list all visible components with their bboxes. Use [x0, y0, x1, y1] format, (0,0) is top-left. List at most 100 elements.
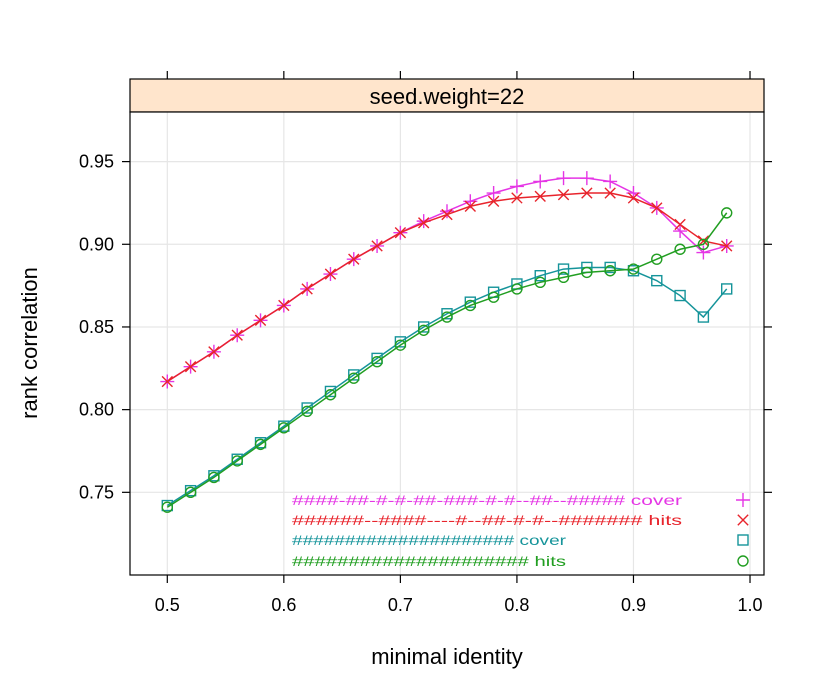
data-point — [441, 311, 453, 323]
data-point — [324, 268, 337, 280]
data-point — [509, 179, 524, 194]
data-point — [533, 174, 548, 189]
legend-label: ##################### hits — [292, 553, 566, 569]
data-point — [581, 187, 593, 199]
data-point — [464, 296, 477, 308]
data-point — [301, 283, 313, 295]
data-point — [278, 422, 290, 434]
data-point — [487, 195, 500, 207]
data-point — [696, 245, 711, 260]
data-point — [604, 187, 616, 199]
data-point — [674, 218, 686, 231]
data-point — [581, 266, 593, 279]
data-point — [348, 253, 360, 265]
data-point — [534, 270, 546, 282]
data-point — [464, 299, 477, 312]
data-point — [697, 238, 710, 250]
x-tick-label: 0.7 — [388, 595, 413, 615]
data-point — [417, 217, 430, 229]
data-point — [371, 240, 383, 252]
axis-ticks: 0.5 0.6 0.7 0.8 0.9 1.0 0.75 0.80 0.85 0.90 0.95 — [79, 71, 772, 615]
data-point — [254, 438, 267, 451]
y-axis-title: rank correlation — [17, 267, 42, 419]
x-tick-label: 0.8 — [504, 595, 529, 615]
data-point — [674, 243, 686, 255]
panel-strip — [129, 78, 765, 113]
series-3 — [161, 207, 733, 513]
plot-frame — [129, 111, 765, 576]
data-point — [324, 389, 337, 401]
legend-label: ##################### cover — [292, 532, 566, 548]
data-point — [697, 311, 710, 323]
plot-panel — [130, 112, 764, 575]
data-point — [161, 501, 173, 513]
data-point — [184, 486, 197, 499]
data-point — [231, 329, 243, 341]
legend: ####-##-#-#-##-###-#-#--##--##### cover #… — [292, 492, 750, 569]
data-point — [627, 263, 640, 275]
x-tick-label: 0.6 — [271, 595, 296, 615]
data-point — [534, 276, 546, 289]
legend-label: ####-##-#-#-##-###-#-#--##--##### cover — [292, 492, 683, 508]
series-line — [166, 266, 728, 507]
series-line — [166, 212, 728, 508]
data-point — [511, 192, 523, 204]
y-tick-label: 0.95 — [79, 152, 114, 172]
data-point — [208, 471, 220, 484]
series-layer — [160, 171, 734, 513]
data-point — [603, 174, 618, 189]
data-point — [557, 188, 570, 201]
data-point — [604, 265, 616, 277]
data-point — [487, 291, 500, 303]
data-point — [557, 271, 570, 284]
data-point — [394, 227, 407, 239]
x-tick-label: 0.9 — [621, 595, 646, 615]
legend-label: ######--####----#--##-#-#--####### hits — [292, 512, 682, 528]
y-tick-label: 0.75 — [79, 482, 114, 502]
data-point — [511, 283, 523, 295]
data-point — [231, 455, 243, 467]
data-point — [486, 186, 501, 201]
data-point — [301, 405, 313, 417]
data-point — [651, 202, 663, 214]
data-point — [721, 283, 733, 295]
data-point — [184, 360, 197, 373]
data-point — [579, 171, 594, 186]
legend-marker — [737, 555, 749, 567]
y-tick-label: 0.80 — [79, 400, 114, 420]
data-point — [161, 375, 173, 388]
grid-lines — [130, 112, 764, 575]
data-point — [721, 240, 733, 252]
data-point — [254, 314, 267, 327]
data-point — [348, 372, 360, 384]
legend-marker — [736, 493, 750, 507]
data-point — [440, 204, 454, 219]
series-1 — [161, 187, 733, 388]
x-tick-label: 1.0 — [737, 595, 762, 615]
data-point — [441, 208, 453, 221]
data-point — [394, 339, 407, 351]
y-tick-label: 0.85 — [79, 317, 114, 337]
data-point — [556, 171, 571, 186]
data-point — [651, 253, 663, 265]
data-point — [604, 261, 616, 274]
data-point — [278, 299, 290, 312]
data-point — [721, 207, 733, 219]
data-point — [464, 200, 477, 212]
data-point — [627, 192, 640, 204]
data-point — [674, 289, 686, 302]
data-point — [534, 190, 546, 203]
data-point — [417, 324, 430, 336]
panel-strip-label: seed.weight=22 — [370, 84, 525, 109]
y-tick-label: 0.90 — [79, 234, 114, 254]
data-point — [557, 263, 570, 275]
x-axis-title: minimal identity — [371, 644, 523, 669]
data-point — [371, 355, 383, 368]
data-point — [651, 274, 663, 287]
data-point — [208, 346, 220, 358]
legend-marker — [737, 534, 749, 546]
x-tick-label: 0.5 — [155, 595, 180, 615]
legend-marker — [737, 514, 749, 526]
data-point — [673, 224, 688, 239]
